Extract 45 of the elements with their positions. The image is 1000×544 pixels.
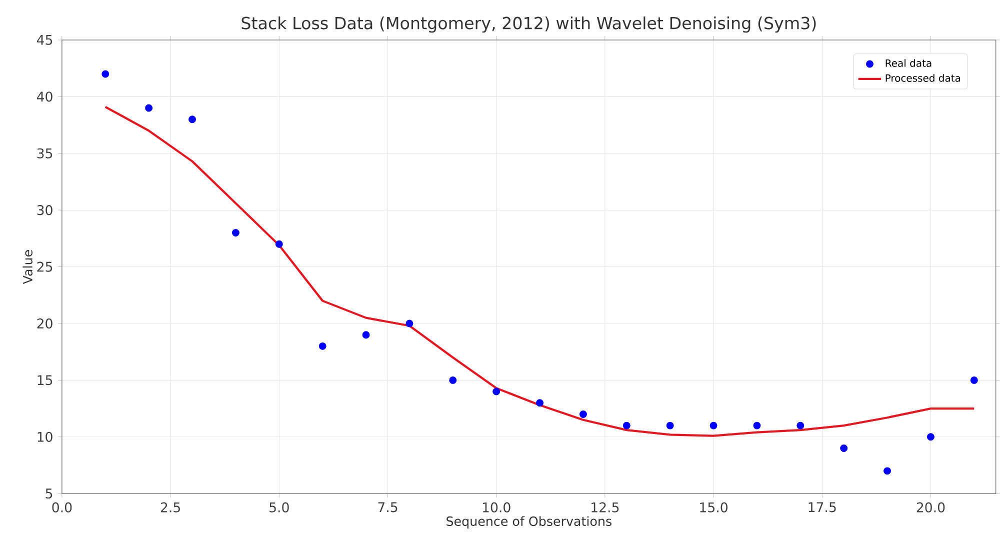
point	[579, 410, 587, 418]
point	[970, 376, 978, 384]
point	[666, 422, 674, 430]
y-tick-label: 25	[37, 262, 52, 272]
point	[796, 422, 804, 430]
y-tick-label: 15	[38, 375, 52, 386]
x-tick-label: 2.5	[160, 502, 180, 513]
chart-title: Stack Loss Data (Montgomery, 2012) with Wavelet Denoising (Sym3)	[242, 16, 816, 33]
point	[362, 331, 370, 339]
point	[188, 116, 196, 124]
x-tick-label: 12.5	[592, 502, 619, 513]
y-axis-title: Value	[22, 250, 32, 284]
point	[406, 320, 414, 328]
y-tick-label: 5	[46, 488, 52, 499]
point	[102, 70, 110, 78]
point	[536, 399, 544, 407]
legend-label: Real data	[886, 59, 932, 68]
x-tick-label: 17.5	[808, 502, 836, 512]
x-tick-label: 15.0	[700, 502, 728, 513]
point	[710, 422, 718, 430]
x-axis-title: Sequence of Observations	[446, 516, 612, 529]
x-tick-label: 7.5	[378, 502, 398, 512]
x-tick-label: 10.0	[482, 502, 510, 513]
point	[318, 342, 326, 350]
x-tick-label: 0.0	[52, 502, 72, 513]
point	[926, 433, 934, 441]
point	[753, 422, 761, 430]
point	[622, 422, 630, 430]
y-tick-label: 45	[36, 35, 52, 46]
y-tick-label: 30	[37, 205, 52, 216]
y-tick-label: 10	[38, 432, 52, 442]
line-series	[104, 106, 976, 438]
point	[232, 229, 240, 237]
point	[492, 388, 500, 396]
y-tick-label: 40	[36, 92, 52, 102]
point	[275, 240, 283, 248]
point	[884, 467, 892, 475]
y-tick-label: 35	[37, 148, 52, 159]
y-tick-label: 20	[37, 318, 52, 329]
x-tick-label: 5.0	[270, 502, 289, 513]
point	[449, 376, 457, 384]
point	[145, 104, 153, 112]
point	[840, 444, 848, 452]
x-tick-label: 20.0	[916, 502, 945, 513]
legend-label: Processed data	[886, 74, 960, 82]
